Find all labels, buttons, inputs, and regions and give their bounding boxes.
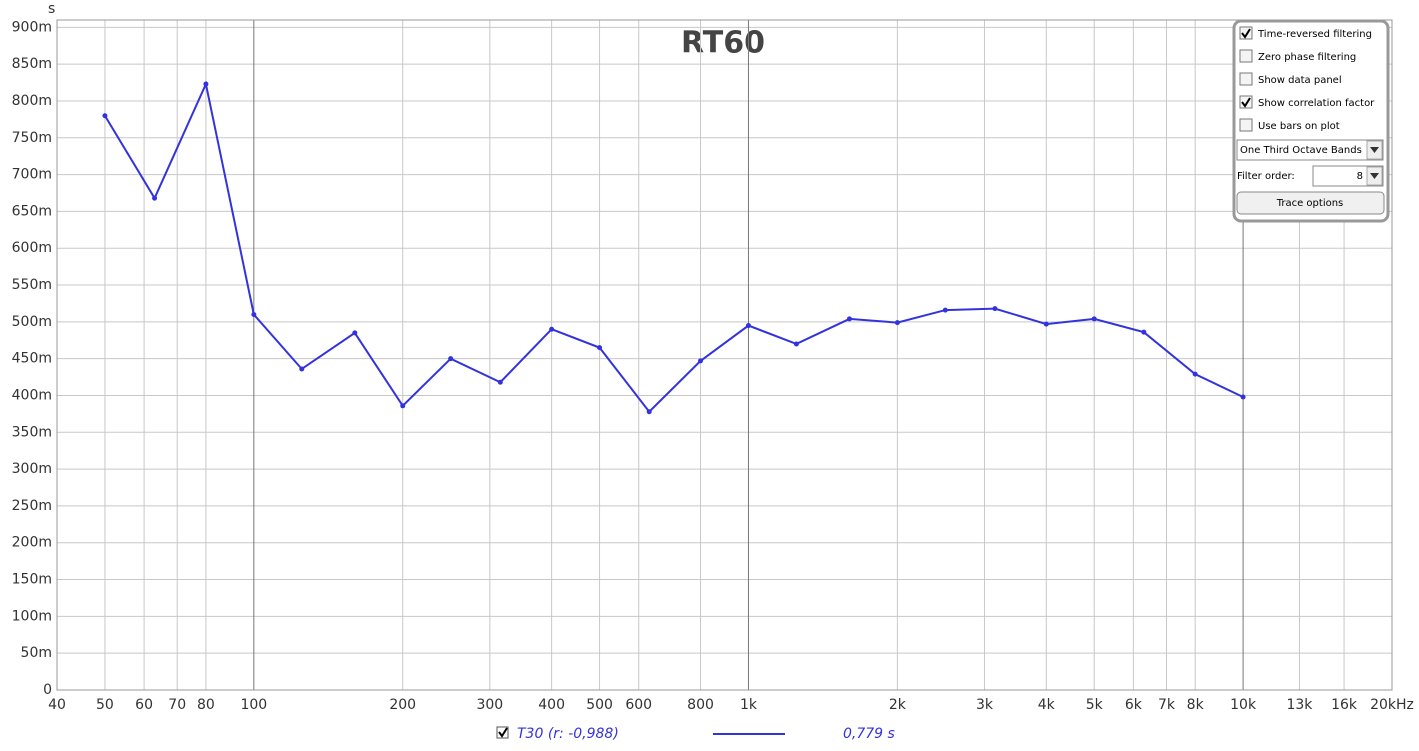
dropdown[interactable] [1236, 139, 1384, 161]
trace-point [400, 403, 406, 409]
y-tick-label: 200m [12, 535, 52, 551]
x-tick-label: 2k [889, 697, 907, 713]
trace-point [203, 81, 209, 87]
dropdown-value: One Third Octave Bands [1240, 145, 1362, 156]
y-tick-label: 650m [12, 203, 52, 219]
trace-point [894, 320, 900, 326]
checkbox-label: Show data panel [1258, 75, 1342, 86]
y-tick-label: 350m [12, 424, 52, 440]
x-tick-label: 600 [625, 697, 652, 713]
legend-value: 0,779 s [843, 726, 895, 742]
trace-point [299, 366, 305, 372]
y-tick-label: 700m [12, 167, 52, 183]
trace-point [745, 323, 751, 329]
checkbox-label: Time-reversed filtering [1257, 29, 1372, 40]
trace-point [793, 341, 799, 347]
y-tick-label: 300m [12, 461, 52, 477]
x-tick-label: 80 [197, 697, 215, 713]
x-tick-label: 10k [1230, 697, 1257, 713]
x-tick-label: 500 [586, 697, 613, 713]
legend-label: T30 (r: -0,988) [517, 726, 619, 742]
legend-check [498, 727, 508, 738]
x-tick-label: 50 [96, 697, 114, 713]
x-tick-label: 60 [135, 697, 153, 713]
y-unit: s [48, 1, 55, 17]
checkmark [1241, 28, 1251, 39]
checkbox-label: Show correlation factor [1258, 98, 1375, 109]
filter-order-value: 8 [1357, 171, 1363, 182]
y-tick-label: 250m [12, 498, 52, 514]
x-tick-label: 100 [240, 697, 267, 713]
legend-checkbox[interactable] [496, 726, 509, 739]
trace-point [1240, 394, 1246, 400]
checkbox[interactable] [1239, 49, 1253, 63]
trace-point [646, 409, 652, 415]
y-tick-label: 100m [12, 608, 52, 624]
x-tick-label: 8k [1187, 697, 1205, 713]
x-tick-label: 16k [1331, 697, 1358, 713]
trace-point [352, 330, 358, 336]
y-tick-label: 150m [12, 572, 52, 588]
trace-point [992, 306, 998, 312]
y-tick-label: 900m [12, 19, 52, 35]
x-tick-label: 3k [976, 697, 994, 713]
checkbox[interactable] [1239, 72, 1253, 86]
checkbox-label: Zero phase filtering [1258, 52, 1356, 63]
x-tick-label: 4k [1038, 697, 1056, 713]
trace-point [448, 356, 454, 362]
trace-point [152, 195, 158, 201]
plot-frame [56, 19, 1393, 691]
chart-title: RT60 [681, 26, 765, 61]
x-tick-label: 6k [1125, 697, 1143, 713]
trace-point [549, 326, 555, 332]
trace-point [942, 307, 948, 313]
x-tick-label: 13k [1286, 697, 1313, 713]
x-tick-label: 1k [740, 697, 758, 713]
trace-point [102, 113, 108, 119]
trace-line [104, 80, 1244, 414]
y-tick-label: 550m [12, 277, 52, 293]
y-tick-label: 450m [12, 351, 52, 367]
trace-point [846, 316, 852, 322]
trace-point [1141, 329, 1147, 335]
spinner-arrow [1370, 173, 1379, 179]
y-tick-label: 400m [12, 387, 52, 403]
trace-point [597, 345, 603, 351]
x-tick-label: 800 [687, 697, 714, 713]
checkbox[interactable] [1239, 118, 1253, 132]
y-tick-label: 850m [12, 56, 52, 72]
trace-point [698, 358, 704, 364]
x-tick-label: 5k [1086, 697, 1104, 713]
filter-order-label: Filter order: [1237, 171, 1295, 182]
spinner[interactable] [1312, 165, 1384, 187]
trace-point [1192, 371, 1198, 377]
y-tick-label: 800m [12, 93, 52, 109]
x-tick-label: 200 [389, 697, 416, 713]
y-tick-label: 500m [12, 314, 52, 330]
y-tick-label: 750m [12, 130, 52, 146]
plot-area [56, 19, 1393, 691]
trace-point [497, 379, 503, 385]
x-tick-label: 20kHz [1370, 697, 1414, 713]
x-tick-label: 300 [476, 697, 503, 713]
y-tick-label: 600m [12, 240, 52, 256]
dropdown-arrow [1370, 147, 1379, 153]
trace-point [1091, 316, 1097, 322]
checkbox-label: Use bars on plot [1258, 121, 1340, 132]
trace-point [1043, 321, 1049, 327]
trace-point [251, 312, 257, 318]
x-tick-label: 40 [48, 697, 66, 713]
button-label: Trace options [1276, 198, 1344, 209]
x-tick-label: 70 [168, 697, 186, 713]
y-tick-label: 50m [21, 645, 52, 661]
x-tick-label: 400 [538, 697, 565, 713]
y-tick-label: 0 [43, 682, 52, 698]
x-tick-label: 7k [1158, 697, 1176, 713]
button[interactable] [1236, 191, 1385, 215]
checkmark [1241, 97, 1251, 108]
